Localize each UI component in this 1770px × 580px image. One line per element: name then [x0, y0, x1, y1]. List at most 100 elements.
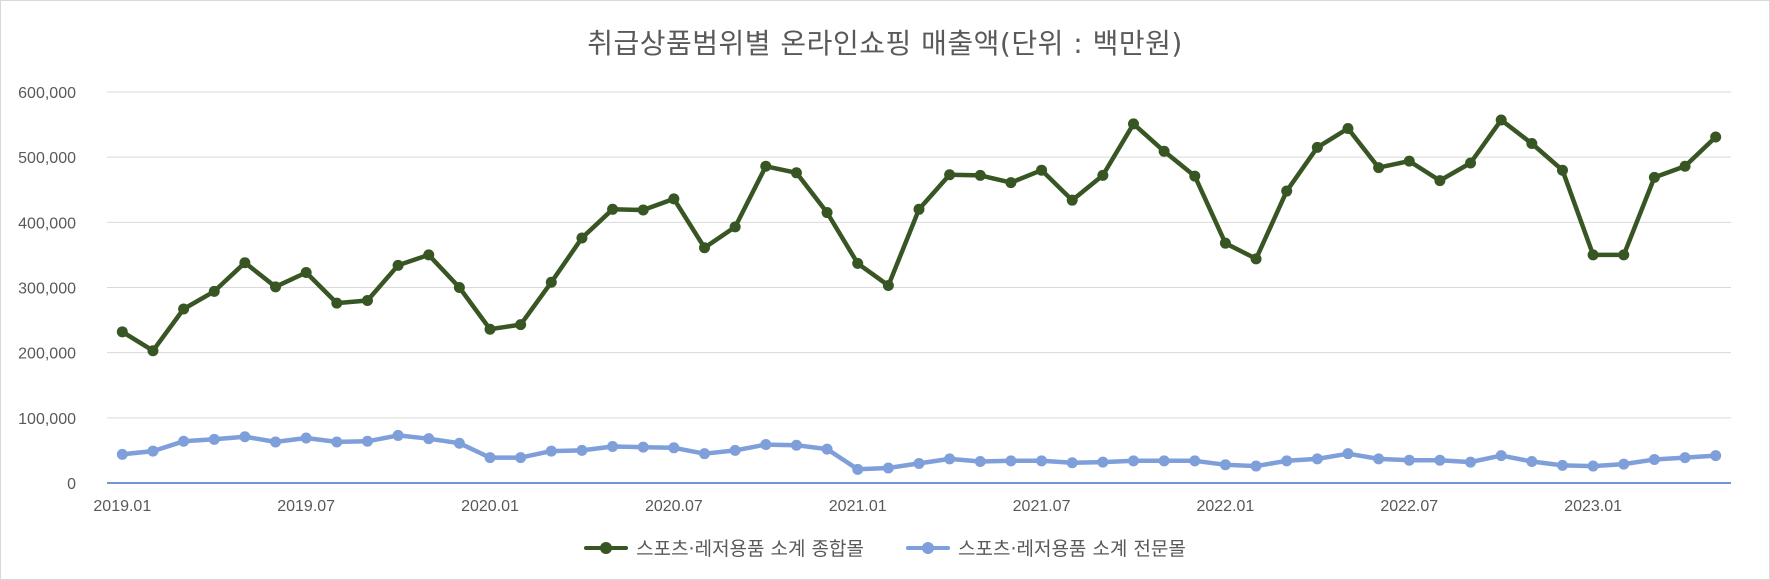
data-point: [1373, 162, 1385, 174]
data-point: [607, 441, 619, 453]
series-2: [116, 429, 1722, 475]
data-point: [1189, 455, 1201, 467]
data-point: [729, 221, 741, 233]
data-point: [1403, 454, 1415, 466]
data-point: [208, 285, 220, 297]
data-point: [270, 281, 282, 293]
data-point: [1250, 460, 1262, 472]
data-point: [944, 169, 956, 181]
data-point: [637, 441, 649, 453]
y-tick-label: 400,000: [18, 215, 76, 232]
data-point: [637, 204, 649, 216]
data-point: [1036, 164, 1048, 176]
legend-label-specialty-mall: 스포츠·레저용품 소계 전문몰: [958, 538, 1186, 560]
data-point: [760, 160, 772, 172]
legend-swatch-general-mall: [584, 541, 629, 554]
data-point: [1373, 453, 1385, 465]
data-point: [331, 436, 343, 448]
data-point: [361, 295, 373, 307]
data-point: [1679, 452, 1691, 464]
data-point: [1281, 185, 1293, 197]
gridlines: [107, 91, 1731, 484]
data-point: [484, 323, 496, 335]
data-point: [545, 445, 557, 457]
data-point: [331, 297, 343, 309]
data-point: [852, 463, 864, 475]
y-tick-label: 0: [67, 476, 76, 493]
data-point: [882, 462, 894, 474]
x-tick-label: 2020.07: [645, 498, 703, 515]
data-point: [882, 280, 894, 292]
data-point: [607, 203, 619, 215]
data-point: [1556, 164, 1568, 176]
data-point: [239, 431, 251, 443]
y-axis-ticks: 0 100,000 200,000 300,000 400,000 500,000 600,…: [18, 85, 76, 493]
x-tick-label: 2023.01: [1564, 498, 1622, 515]
data-point: [1556, 459, 1568, 471]
y-tick-label: 100,000: [18, 411, 76, 428]
data-point: [790, 439, 802, 451]
data-point: [1618, 249, 1630, 261]
data-point: [1281, 455, 1293, 467]
data-point: [453, 437, 465, 449]
data-point: [392, 259, 404, 271]
data-point: [944, 453, 956, 465]
data-point: [974, 169, 986, 181]
x-tick-label: 2019.01: [93, 498, 151, 515]
y-tick-label: 200,000: [18, 346, 76, 363]
data-point: [1036, 455, 1048, 467]
data-point: [300, 432, 312, 444]
x-axis-ticks: 2019.01 2019.07 2020.01 2020.07 2021.01 2021.…: [93, 498, 1622, 515]
data-point: [1097, 456, 1109, 468]
data-point: [1465, 456, 1477, 468]
data-point: [760, 439, 772, 451]
data-point: [545, 276, 557, 288]
data-point: [1311, 453, 1323, 465]
data-point: [208, 433, 220, 445]
data-point: [453, 282, 465, 293]
data-point: [147, 445, 159, 457]
x-tick-label: 2022.07: [1380, 498, 1438, 515]
data-point: [515, 319, 527, 331]
data-point: [1158, 455, 1170, 467]
data-point: [576, 232, 588, 244]
data-point: [300, 267, 312, 279]
data-point: [913, 203, 925, 215]
data-point: [699, 242, 711, 254]
series-1: [116, 114, 1722, 357]
data-point: [484, 452, 496, 464]
x-tick-label: 2020.01: [461, 498, 519, 515]
data-point: [1342, 122, 1354, 134]
x-tick-label: 2019.07: [277, 498, 335, 515]
data-point: [790, 167, 802, 179]
data-point: [699, 448, 711, 460]
data-point: [1219, 459, 1231, 471]
data-point: [1434, 175, 1446, 187]
data-point: [1587, 460, 1599, 472]
data-point: [1097, 169, 1109, 181]
data-point: [1526, 455, 1538, 467]
legend: 스포츠·레저용품 소계 종합몰 스포츠·레저용품 소계 전문몰: [0, 534, 1770, 561]
data-point: [668, 442, 680, 454]
data-point: [913, 457, 925, 469]
data-point: [239, 257, 251, 269]
data-point: [361, 435, 373, 447]
data-point: [178, 303, 190, 315]
legend-swatch-specialty-mall: [906, 541, 950, 554]
data-point: [1495, 450, 1507, 462]
data-point: [576, 444, 588, 456]
x-tick-label: 2021.07: [1013, 498, 1071, 515]
data-point: [1434, 454, 1446, 466]
data-point: [1005, 455, 1017, 467]
legend-item-specialty-mall: 스포츠·레저용품 소계 전문몰: [906, 534, 1186, 561]
data-point: [1618, 458, 1630, 470]
data-point: [1679, 160, 1691, 172]
chart-title: 취급상품범위별 온라인쇼핑 매출액(단위 : 백만원): [587, 27, 1183, 60]
data-point: [821, 207, 833, 219]
data-point: [1648, 171, 1660, 183]
data-point: [423, 433, 435, 445]
data-point: [423, 249, 435, 261]
series-line: [120, 117, 1718, 353]
legend-label-general-mall: 스포츠·레저용품 소계 종합몰: [636, 538, 864, 560]
